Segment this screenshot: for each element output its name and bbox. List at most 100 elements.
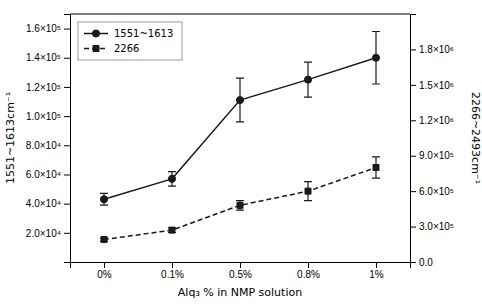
- tick: 0.0: [410, 257, 433, 268]
- error-bar: [304, 182, 312, 201]
- tick: 0%: [97, 262, 112, 280]
- axis-line: [71, 263, 411, 269]
- tick: 1.5×10⁶: [410, 80, 454, 91]
- error-bar: [168, 172, 176, 187]
- tick-mark: [64, 116, 70, 117]
- y2-axis-title: 2266~2493cm⁻¹: [469, 92, 482, 184]
- point: [372, 54, 379, 61]
- tick-label: 1.0×10⁵: [26, 111, 61, 122]
- tick: 0.8%: [297, 262, 320, 280]
- point: [101, 237, 107, 243]
- series: [100, 157, 380, 243]
- tick-mark: [172, 262, 173, 268]
- point: [169, 227, 175, 233]
- tick-label: 0.8%: [297, 269, 320, 280]
- error-bar: [372, 157, 380, 178]
- x-axis: 0% 0.1% 0.5% 0.8% 1%: [71, 262, 411, 280]
- legend-label: 1551~1613: [114, 28, 173, 39]
- line: [104, 58, 376, 200]
- tick: 6.0×10⁵: [410, 186, 454, 197]
- tick-mark: [410, 85, 416, 86]
- error-bar: [236, 201, 244, 210]
- tick: 1.2×10⁵: [26, 82, 70, 93]
- tick-mark: [64, 204, 70, 205]
- tick: 2.0×10⁴: [26, 228, 70, 239]
- tick: 1.6×10⁵: [26, 23, 70, 34]
- legend-marker: [92, 30, 99, 37]
- tick-label: 0.1%: [161, 269, 184, 280]
- tick-mark: [410, 156, 416, 157]
- line: [104, 168, 376, 240]
- tick-label: 1%: [369, 269, 384, 280]
- chart: 0% 0.1% 0.5% 0.8% 1% 2.0×10⁴ 4.0×10⁴ 6.0×10⁴ 8.0…: [0, 0, 482, 304]
- x-axis-title: Alq₃ % in NMP solution: [178, 286, 302, 299]
- tick: 6.0×10⁴: [26, 169, 70, 180]
- tick: 4.0×10⁴: [26, 198, 70, 209]
- tick-label: 0.5%: [229, 269, 252, 280]
- legend-item: 1551~1613: [84, 28, 173, 39]
- tick: 1.8×10⁶: [410, 44, 454, 55]
- tick: 1.2×10⁶: [410, 115, 454, 126]
- tick-mark: [240, 262, 241, 268]
- point: [100, 196, 107, 203]
- axis-line: [411, 15, 417, 263]
- point: [305, 188, 311, 194]
- tick-mark: [64, 145, 70, 146]
- tick-label: 1.2×10⁵: [26, 82, 61, 93]
- legend-item: 2266: [84, 43, 139, 54]
- tick-mark: [64, 29, 70, 30]
- legend-marker: [93, 46, 99, 52]
- tick-label: 4.0×10⁴: [26, 198, 61, 209]
- tick-mark: [376, 262, 377, 268]
- tick: 3.0×10⁵: [410, 221, 454, 232]
- tick-label: 9.0×10⁵: [419, 150, 454, 161]
- point: [168, 175, 175, 182]
- y2-axis: 0.0 3.0×10⁵ 6.0×10⁵ 9.0×10⁵ 1.2×10⁶ 1.5×10⁶ 1.…: [410, 15, 454, 268]
- tick: 9.0×10⁵: [410, 150, 454, 161]
- tick-label: 1.2×10⁶: [419, 115, 454, 126]
- tick-label: 1.6×10⁵: [26, 23, 61, 34]
- tick-label: 8.0×10⁴: [26, 140, 61, 151]
- error-bar: [168, 228, 176, 233]
- tick-label: 1.4×10⁵: [26, 52, 61, 63]
- tick-mark: [64, 58, 70, 59]
- tick: 0.1%: [161, 262, 184, 280]
- legend-label: 2266: [114, 43, 139, 54]
- tick-label: 6.0×10⁴: [26, 169, 61, 180]
- tick: 1.0×10⁵: [26, 111, 70, 122]
- tick: 1%: [369, 262, 384, 280]
- tick-mark: [64, 233, 70, 234]
- tick-label: 1.5×10⁶: [419, 80, 454, 91]
- tick-mark: [410, 191, 416, 192]
- tick-mark: [64, 87, 70, 88]
- point: [304, 76, 311, 83]
- tick-label: 6.0×10⁵: [419, 186, 454, 197]
- legend-frame: [78, 22, 182, 60]
- legend: 1551~1613 2266: [78, 22, 182, 60]
- tick-mark: [64, 174, 70, 175]
- tick-label: 1.8×10⁶: [419, 44, 454, 55]
- error-bar: [236, 78, 244, 122]
- y-axis-title: 1551~1613cm⁻¹: [4, 92, 17, 184]
- tick-label: 3.0×10⁵: [419, 221, 454, 232]
- tick-mark: [410, 227, 416, 228]
- tick-label: 0.0: [419, 257, 433, 268]
- point: [373, 165, 379, 171]
- error-bar: [304, 62, 312, 97]
- point: [236, 97, 243, 104]
- tick-label: 0%: [97, 269, 112, 280]
- plot: 0% 0.1% 0.5% 0.8% 1% 2.0×10⁴ 4.0×10⁴ 6.0×10⁴ 8.0…: [4, 14, 482, 299]
- tick: 0.5%: [229, 262, 252, 280]
- marks: [100, 32, 380, 243]
- error-bar: [100, 193, 108, 205]
- tick-mark: [410, 49, 416, 50]
- frame: [70, 14, 410, 15]
- point: [237, 202, 243, 208]
- axis-line: [64, 15, 71, 263]
- tick-mark: [410, 120, 416, 121]
- error-bar: [372, 32, 380, 85]
- tick: 8.0×10⁴: [26, 140, 70, 151]
- tick-label: 2.0×10⁴: [26, 228, 61, 239]
- tick: 1.4×10⁵: [26, 52, 70, 63]
- y-axis: 2.0×10⁴ 4.0×10⁴ 6.0×10⁴ 8.0×10⁴ 1.0×10⁵ 1.2×1…: [26, 15, 71, 263]
